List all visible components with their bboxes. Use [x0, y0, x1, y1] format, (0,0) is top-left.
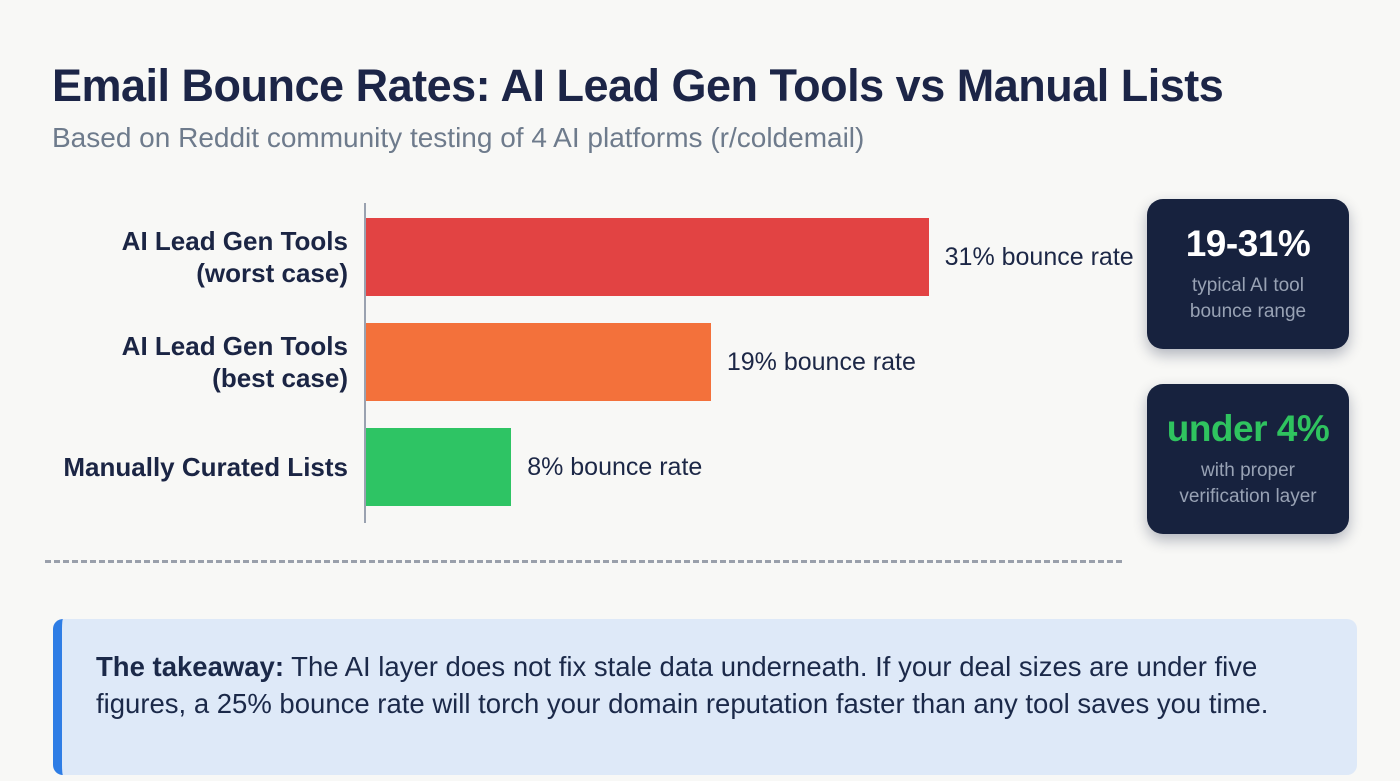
takeaway-label: The takeaway: [96, 651, 285, 682]
takeaway-text: The AI layer does not fix stale data und… [96, 651, 1269, 719]
bar-label-line: AI Lead Gen Tools [121, 331, 348, 361]
bar-value-label: 19% bounce rate [726, 347, 916, 376]
stat-badge-verified: under 4% with proper verification layer [1147, 384, 1349, 534]
bar-ai-worst-case [366, 218, 929, 296]
stat-badge-value: 19-31% [1185, 223, 1311, 264]
page-title: Email Bounce Rates: AI Lead Gen Tools vs… [52, 60, 1224, 111]
bar-track: 31% bounce rate [366, 218, 1134, 296]
bar-ai-best-case [366, 323, 711, 401]
bar-value-label: 8% bounce rate [527, 452, 703, 481]
bar-value-label: 31% bounce rate [944, 242, 1134, 271]
bar-label-line: AI Lead Gen Tools [121, 226, 348, 256]
bar-label-ai-best-case: AI Lead Gen Tools (best case) [0, 323, 348, 401]
bar-label-ai-worst-case: AI Lead Gen Tools (worst case) [0, 218, 348, 296]
page-subtitle: Based on Reddit community testing of 4 A… [52, 122, 865, 153]
stat-badge-caption-line: with proper [1201, 460, 1295, 481]
dashed-divider [45, 560, 1122, 563]
takeaway-callout: The takeaway: The AI layer does not fix … [53, 619, 1357, 775]
stat-badge-caption-line: bounce range [1189, 301, 1307, 322]
bar-track: 19% bounce rate [366, 323, 1092, 401]
stat-badge-ai-range: 19-31% typical AI tool bounce range [1147, 199, 1349, 349]
bar-label-line: (worst case) [196, 258, 348, 288]
stat-badge-value: under 4% [1166, 408, 1330, 449]
chart-y-axis-line [364, 203, 366, 523]
stat-badge-caption-line: typical AI tool [1192, 275, 1304, 296]
stat-badge-caption-line: verification layer [1179, 486, 1317, 507]
stat-badge-caption: with proper verification layer [1179, 458, 1316, 510]
bar-label-line: Manually Curated Lists [63, 452, 348, 482]
bar-label-manual-lists: Manually Curated Lists [0, 428, 348, 506]
bar-manual-lists [366, 428, 512, 506]
bar-track: 8% bounce rate [366, 428, 1092, 506]
stat-badge-caption: typical AI tool bounce range [1190, 273, 1306, 325]
bar-label-line: (best case) [212, 363, 348, 393]
